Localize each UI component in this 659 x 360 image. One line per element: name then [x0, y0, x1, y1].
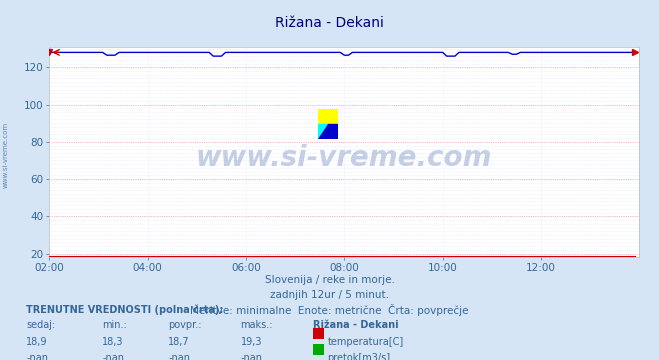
Text: -nan: -nan [168, 353, 190, 360]
Text: temperatura[C]: temperatura[C] [328, 337, 404, 347]
Text: sedaj:: sedaj: [26, 320, 55, 330]
Text: 18,7: 18,7 [168, 337, 190, 347]
Text: -nan: -nan [26, 353, 48, 360]
Polygon shape [318, 124, 337, 139]
Text: www.si-vreme.com: www.si-vreme.com [2, 122, 9, 188]
Text: Slovenija / reke in morje.: Slovenija / reke in morje. [264, 275, 395, 285]
Text: zadnjih 12ur / 5 minut.: zadnjih 12ur / 5 minut. [270, 290, 389, 300]
Text: min.:: min.: [102, 320, 127, 330]
Text: 18,3: 18,3 [102, 337, 124, 347]
Text: TRENUTNE VREDNOSTI (polna črta):: TRENUTNE VREDNOSTI (polna črta): [26, 304, 224, 315]
Polygon shape [318, 124, 328, 139]
Text: maks.:: maks.: [241, 320, 273, 330]
Text: povpr.:: povpr.: [168, 320, 202, 330]
Text: www.si-vreme.com: www.si-vreme.com [196, 144, 492, 172]
Text: 19,3: 19,3 [241, 337, 262, 347]
Text: -nan: -nan [241, 353, 262, 360]
Text: pretok[m3/s]: pretok[m3/s] [328, 353, 391, 360]
Text: Rižana - Dekani: Rižana - Dekani [275, 16, 384, 30]
Text: Rižana - Dekani: Rižana - Dekani [313, 320, 399, 330]
Text: -nan: -nan [102, 353, 124, 360]
Text: Meritve: minimalne  Enote: metrične  Črta: povprečje: Meritve: minimalne Enote: metrične Črta:… [190, 304, 469, 316]
Bar [318, 109, 337, 124]
Text: 18,9: 18,9 [26, 337, 48, 347]
